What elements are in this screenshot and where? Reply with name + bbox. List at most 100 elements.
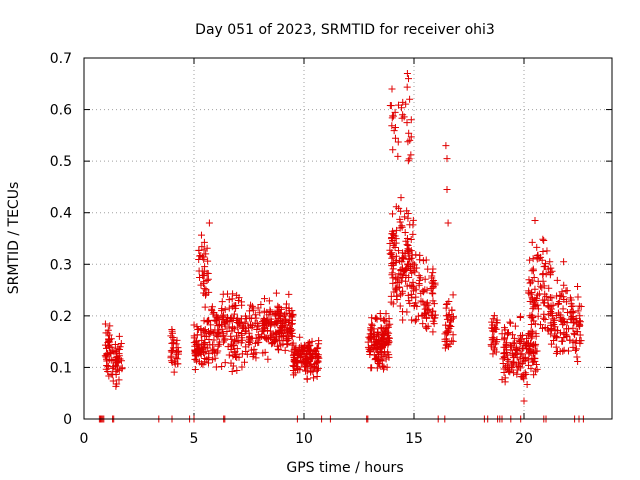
data-point xyxy=(249,353,257,361)
data-point xyxy=(445,298,453,306)
data-point xyxy=(262,334,270,342)
data-point xyxy=(501,374,509,382)
data-point xyxy=(308,337,316,345)
data-point xyxy=(228,335,236,343)
data-point xyxy=(449,331,457,339)
data-point xyxy=(277,341,285,349)
data-point xyxy=(423,299,431,307)
data-point xyxy=(566,308,574,316)
data-point xyxy=(200,238,208,246)
data-point xyxy=(526,256,534,264)
data-point xyxy=(553,327,561,335)
data-point xyxy=(221,319,229,327)
data-point xyxy=(378,325,386,333)
data-point xyxy=(403,119,411,127)
data-point xyxy=(544,265,552,273)
axis-ticks: 0 5 10 15 20 0 0.1 0.2 0.3 0.4 0.5 0.6 0.7 xyxy=(50,51,612,447)
data-point xyxy=(394,101,402,109)
data-point xyxy=(210,308,218,316)
data-point xyxy=(446,340,454,348)
data-point xyxy=(396,218,404,226)
data-point xyxy=(390,127,398,135)
data-point xyxy=(563,325,571,333)
data-point xyxy=(245,341,253,349)
data-point xyxy=(282,325,290,333)
data-point xyxy=(509,361,517,369)
data-points xyxy=(95,69,587,423)
data-point xyxy=(388,262,396,270)
data-point xyxy=(525,276,533,284)
data-point xyxy=(201,291,209,299)
data-point xyxy=(490,334,498,342)
data-point xyxy=(547,307,555,315)
data-point xyxy=(539,235,547,243)
data-point xyxy=(293,349,301,357)
data-point xyxy=(405,129,413,137)
data-point xyxy=(241,327,249,335)
data-point xyxy=(205,350,213,358)
data-point xyxy=(253,319,261,327)
data-point xyxy=(269,339,277,347)
data-point xyxy=(278,319,286,327)
data-point xyxy=(403,260,411,268)
data-point xyxy=(394,275,402,283)
data-point xyxy=(404,291,412,299)
data-point xyxy=(370,325,378,333)
data-point xyxy=(556,347,564,355)
data-point xyxy=(398,264,406,272)
data-point xyxy=(305,358,313,366)
data-point xyxy=(527,321,535,329)
data-point xyxy=(501,343,509,351)
data-point xyxy=(377,314,385,322)
data-point xyxy=(295,344,303,352)
data-point xyxy=(168,358,176,366)
data-point xyxy=(448,306,456,314)
data-point xyxy=(263,316,271,324)
data-point xyxy=(291,369,299,377)
data-point xyxy=(170,368,178,376)
data-point xyxy=(511,339,519,347)
data-point xyxy=(311,363,319,371)
data-point xyxy=(546,258,554,266)
data-point xyxy=(192,338,200,346)
data-point xyxy=(403,234,411,242)
data-point xyxy=(250,345,258,353)
data-point xyxy=(391,124,399,132)
data-point xyxy=(403,207,411,215)
data-point xyxy=(204,257,212,265)
data-point xyxy=(543,247,551,255)
data-point xyxy=(412,251,420,259)
y-tick-label: 0.3 xyxy=(50,257,72,273)
data-point xyxy=(498,376,506,384)
data-point xyxy=(403,308,411,316)
data-point xyxy=(525,329,533,337)
data-point xyxy=(204,316,212,324)
data-point xyxy=(218,307,226,315)
y-tick-label: 0.2 xyxy=(50,309,72,325)
data-point xyxy=(572,327,580,335)
data-point xyxy=(550,320,558,328)
data-point xyxy=(375,331,383,339)
data-point xyxy=(260,295,268,303)
data-point xyxy=(391,108,399,116)
data-point xyxy=(555,298,563,306)
data-point xyxy=(540,236,548,244)
y-tick-label: 0.4 xyxy=(50,206,72,222)
data-point xyxy=(493,319,501,327)
data-point xyxy=(516,364,524,372)
data-point xyxy=(529,313,537,321)
data-point xyxy=(523,340,531,348)
data-point xyxy=(562,298,570,306)
data-point xyxy=(368,320,376,328)
data-point xyxy=(201,329,209,337)
data-point xyxy=(375,360,383,368)
data-point xyxy=(552,343,560,351)
data-point xyxy=(407,116,415,124)
data-point xyxy=(387,292,395,300)
data-point xyxy=(534,277,542,285)
data-point xyxy=(281,346,289,354)
data-point xyxy=(238,329,246,337)
data-point xyxy=(281,311,289,319)
data-point xyxy=(423,314,431,322)
data-point xyxy=(307,353,315,361)
